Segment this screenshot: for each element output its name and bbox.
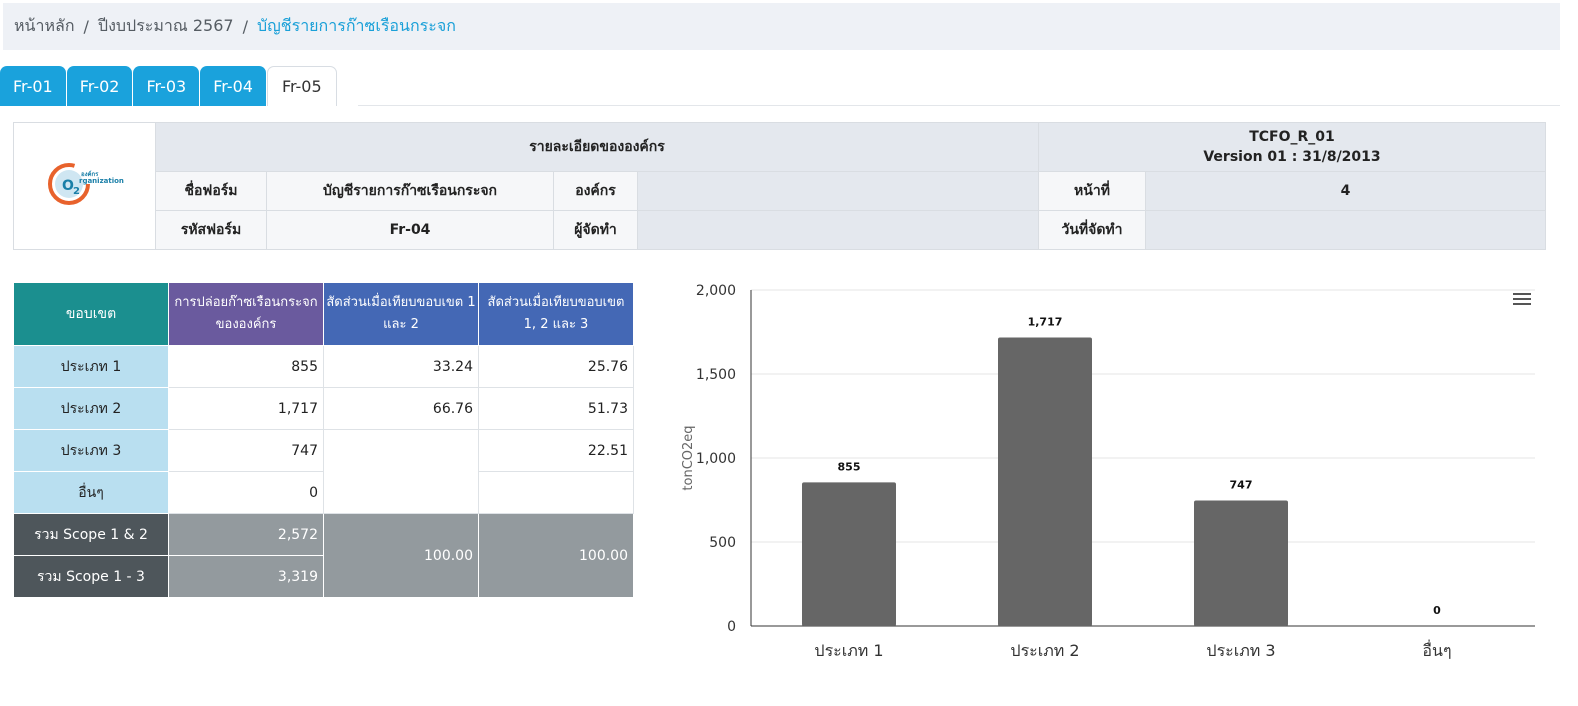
org-details-title: รายละเอียดขององค์กร bbox=[155, 122, 1039, 172]
svg-text:O: O bbox=[62, 178, 74, 194]
table-row: ประเภท 2 1,717 66.76 51.73 bbox=[13, 387, 634, 430]
emission-value: 855 bbox=[168, 345, 324, 388]
data-label: 1,717 bbox=[1028, 316, 1063, 329]
y-tick-label: 1,500 bbox=[696, 367, 736, 383]
data-label: 0 bbox=[1433, 604, 1441, 617]
doc-code-cell: TCFO_R_01 Version 01 : 31/8/2013 bbox=[1038, 122, 1546, 172]
y-tick-label: 0 bbox=[727, 619, 736, 635]
column-header-scope: ขอบเขต bbox=[13, 282, 169, 346]
form-code-label: รหัสฟอร์ม bbox=[155, 210, 267, 250]
emission-table: ขอบเขต การปล่อยก๊าซเรือนกระจกขององค์กร ส… bbox=[13, 282, 634, 598]
svg-text:2: 2 bbox=[73, 186, 80, 197]
total-emission-value: 2,572 bbox=[168, 513, 324, 556]
form-name-label: ชื่อฟอร์ม bbox=[155, 171, 267, 211]
bar bbox=[802, 482, 896, 626]
y-axis-label: tonCO2eq bbox=[681, 425, 696, 490]
category-label: ประเภท 2 bbox=[13, 387, 169, 430]
ratio-123-value: 25.76 bbox=[478, 345, 634, 388]
data-label: 855 bbox=[838, 460, 861, 473]
preparer-value bbox=[637, 210, 1039, 250]
table-row-total: รวม Scope 1 & 2 2,572 100.00 100.00 bbox=[13, 513, 634, 598]
breadcrumb-current: บัญชีรายการก๊าซเรือนกระจก bbox=[256, 16, 456, 35]
y-tick-label: 500 bbox=[709, 535, 736, 551]
doc-version: Version 01 : 31/8/2013 bbox=[1203, 149, 1381, 165]
doc-code: TCFO_R_01 bbox=[1249, 129, 1335, 145]
tab-fr-04[interactable]: Fr-04 bbox=[200, 66, 266, 106]
org-label: องค์กร bbox=[553, 171, 638, 211]
x-tick-label: ประเภท 1 bbox=[814, 641, 883, 660]
svg-text:องค์กร: องค์กร bbox=[81, 170, 99, 178]
tab-fr-05[interactable]: Fr-05 bbox=[266, 66, 337, 106]
org-logo-cell: O 2 องค์กร rganization bbox=[13, 122, 156, 250]
breadcrumb-home-link[interactable]: หน้าหลัก bbox=[14, 16, 75, 35]
organization-logo: O 2 องค์กร rganization bbox=[47, 163, 124, 205]
form-code-value: Fr-04 bbox=[266, 210, 554, 250]
emission-bar-chart: 0 500 1,000 1,500 2,000 tonCO2eq 855 ประเภท 1 1,… bbox=[681, 283, 1535, 660]
preparer-label: ผู้จัดทำ bbox=[553, 210, 638, 250]
breadcrumb-separator: / bbox=[242, 17, 248, 36]
emission-value: 0 bbox=[168, 471, 324, 514]
column-header-ratio-12: สัดส่วนเมื่อเทียบขอบเขต 1 และ 2 bbox=[323, 282, 479, 346]
ratio-123-value bbox=[478, 471, 634, 514]
ratio-123-value: 22.51 bbox=[478, 429, 634, 472]
x-tick-label: ประเภท 3 bbox=[1206, 641, 1275, 660]
page-label: หน้าที่ bbox=[1038, 171, 1146, 211]
breadcrumb: หน้าหลัก / ปีงบประมาณ 2567 / บัญชีรายการ… bbox=[3, 3, 1560, 50]
form-name-value: บัญชีรายการก๊าซเรือนกระจก bbox=[266, 171, 554, 211]
x-tick-label: ประเภท 2 bbox=[1010, 641, 1079, 660]
table-row: ประเภท 1 855 33.24 25.76 bbox=[13, 345, 634, 388]
form-tabs: Fr-01 Fr-02 Fr-03 Fr-04 Fr-05 bbox=[0, 66, 338, 106]
date-label: วันที่จัดทำ bbox=[1038, 210, 1146, 250]
y-tick-label: 1,000 bbox=[696, 451, 736, 467]
bar bbox=[1194, 500, 1288, 626]
page-value: 4 bbox=[1145, 171, 1546, 211]
tab-fr-03[interactable]: Fr-03 bbox=[133, 66, 200, 106]
chart-menu-icon[interactable] bbox=[1513, 293, 1531, 307]
total-ratio-123-value: 100.00 bbox=[478, 513, 634, 598]
x-tick-label: อื่นๆ bbox=[1422, 639, 1451, 660]
total-ratio-12-value: 100.00 bbox=[323, 513, 479, 598]
table-row-total: รวม Scope 1 - 3 3,319 bbox=[13, 555, 634, 598]
emission-value: 747 bbox=[168, 429, 324, 472]
total-label: รวม Scope 1 & 2 bbox=[13, 513, 169, 556]
tab-fr-02[interactable]: Fr-02 bbox=[66, 66, 133, 106]
bar bbox=[998, 337, 1092, 626]
column-header-ratio-123: สัดส่วนเมื่อเทียบขอบเขต 1, 2 และ 3 bbox=[478, 282, 634, 346]
data-label: 747 bbox=[1230, 479, 1253, 492]
form-header-table: O 2 องค์กร rganization รายละเอียดขององค์… bbox=[13, 122, 1546, 250]
tab-fr-01[interactable]: Fr-01 bbox=[0, 66, 66, 106]
y-tick-label: 2,000 bbox=[696, 283, 736, 299]
breadcrumb-year-link[interactable]: ปีงบประมาณ 2567 bbox=[97, 16, 234, 35]
breadcrumb-separator: / bbox=[83, 17, 89, 36]
svg-text:rganization: rganization bbox=[79, 177, 124, 185]
ratio-12-value: 66.76 bbox=[323, 387, 479, 430]
category-label: ประเภท 3 bbox=[13, 429, 169, 472]
ratio-12-value bbox=[323, 429, 479, 514]
category-label: ประเภท 1 bbox=[13, 345, 169, 388]
table-row: ประเภท 3 747 22.51 bbox=[13, 429, 634, 514]
ratio-123-value: 51.73 bbox=[478, 387, 634, 430]
category-label: อื่นๆ bbox=[13, 471, 169, 514]
total-emission-value: 3,319 bbox=[168, 555, 324, 598]
org-value bbox=[637, 171, 1039, 211]
date-value bbox=[1145, 210, 1546, 250]
column-header-emission: การปล่อยก๊าซเรือนกระจกขององค์กร bbox=[168, 282, 324, 346]
table-row: อื่นๆ 0 bbox=[13, 471, 634, 514]
ratio-12-value: 33.24 bbox=[323, 345, 479, 388]
tab-divider bbox=[358, 105, 1560, 106]
total-label: รวม Scope 1 - 3 bbox=[13, 555, 169, 598]
emission-value: 1,717 bbox=[168, 387, 324, 430]
